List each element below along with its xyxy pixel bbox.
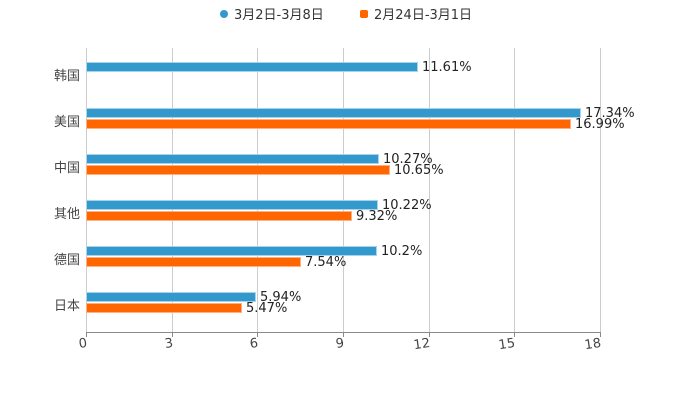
category-label: 中国 <box>53 161 80 176</box>
bar-series-b <box>86 119 571 129</box>
bar-series-b <box>86 165 390 175</box>
gridline <box>257 48 258 332</box>
legend-label-series-a: 3月2日-3月8日 <box>234 8 324 23</box>
axis-tick-label: 18 <box>583 336 603 354</box>
category-label: 美国 <box>53 115 80 130</box>
gridline <box>86 48 87 332</box>
circle-marker-icon <box>220 9 228 18</box>
bar-series-b <box>86 257 301 267</box>
legend-item-series-a[interactable]: 3月2日-3月8日 <box>220 4 324 23</box>
axis-tick-label: 12 <box>412 336 432 354</box>
bar-series-a <box>86 154 379 164</box>
bar-series-b <box>86 211 352 221</box>
category-label: 日本 <box>53 299 80 314</box>
bar-series-a <box>86 246 377 256</box>
category-label: 德国 <box>53 253 80 268</box>
category-label: 其他 <box>53 207 80 222</box>
data-label: 5.94% <box>260 290 302 305</box>
axis-tick <box>343 332 344 337</box>
data-label: 9.32% <box>356 209 398 224</box>
axis-tick-label: 3 <box>163 336 175 353</box>
gridline <box>343 48 344 332</box>
legend-item-series-b[interactable]: 2月24日-3月1日 <box>360 4 472 23</box>
bar-series-a <box>86 108 581 118</box>
data-label: 17.34% <box>585 106 635 121</box>
data-label: 10.2% <box>381 244 423 259</box>
axis-tick-label: 15 <box>497 336 517 354</box>
axis-tick <box>429 332 430 337</box>
legend-label-series-b: 2月24日-3月1日 <box>374 8 473 23</box>
category-label: 韩国 <box>53 69 80 84</box>
axis-tick-label: 6 <box>248 336 260 353</box>
gridline <box>429 48 430 332</box>
axis-tick <box>514 332 515 337</box>
chart-legend: 3月2日-3月8日 2月24日-3月1日 <box>0 4 700 24</box>
data-label: 7.54% <box>305 255 347 270</box>
square-marker-icon <box>360 9 368 18</box>
gridline <box>600 48 601 332</box>
data-label: 10.27% <box>383 152 433 167</box>
axis-tick-label: 0 <box>77 336 89 353</box>
axis-tick <box>600 332 601 337</box>
gridline <box>514 48 515 332</box>
data-label: 10.22% <box>382 198 432 213</box>
data-label: 10.65% <box>394 163 444 178</box>
axis-tick <box>172 332 173 337</box>
axis-tick-label: 9 <box>334 336 346 353</box>
bar-series-a <box>86 200 378 210</box>
bar-series-a <box>86 62 418 72</box>
axis-tick <box>257 332 258 337</box>
data-label: 11.61% <box>422 60 472 75</box>
data-label: 5.47% <box>246 301 288 316</box>
data-label: 16.99% <box>575 117 625 132</box>
bar-series-a <box>86 292 256 302</box>
axis-tick <box>86 332 87 337</box>
bar-series-b <box>86 303 242 313</box>
gridline <box>172 48 173 332</box>
x-axis-line <box>86 332 600 333</box>
